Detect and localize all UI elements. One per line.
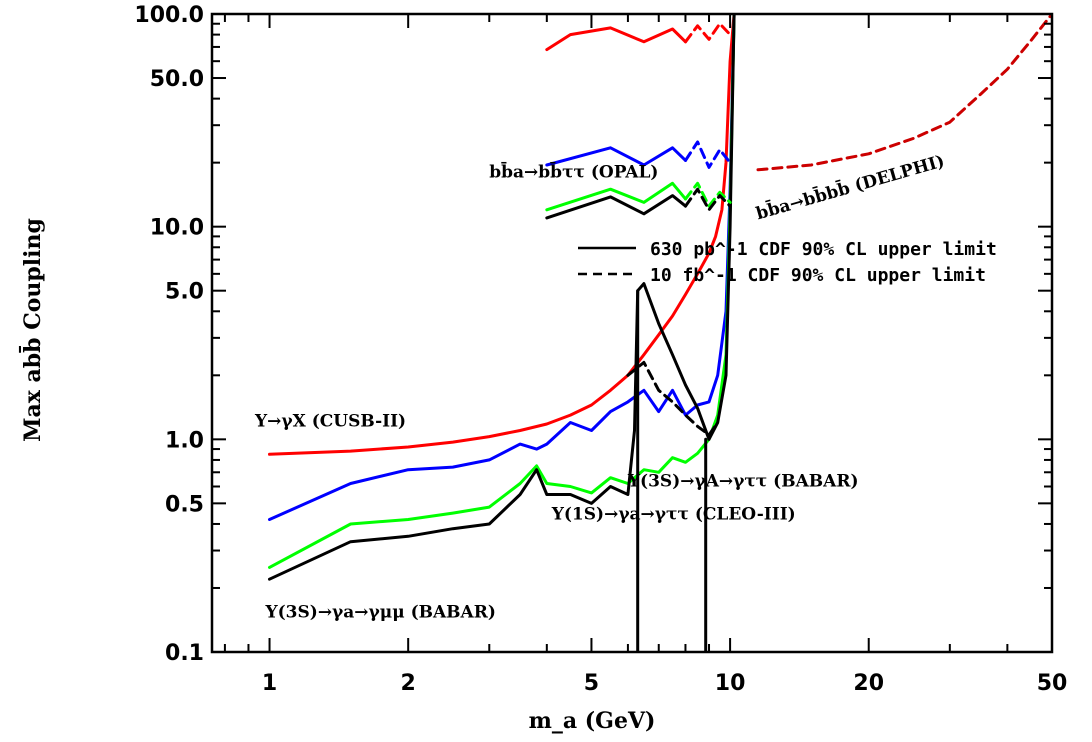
y-tick-label: 1.0	[165, 428, 204, 453]
series-line-13	[626, 360, 720, 437]
series-line-4	[545, 26, 687, 52]
series-line-11	[684, 187, 732, 212]
x-tick-label: 1	[262, 671, 277, 696]
legend-label-0: 630 pb^-1 CDF 90% CL upper limit	[650, 239, 997, 260]
y-tick-label: 0.5	[165, 492, 204, 517]
series-line-10	[545, 194, 687, 220]
annotation-4: bb̄a→bb̄ττ (OPAL)	[489, 162, 658, 183]
series-line-9	[684, 181, 732, 208]
annotation-1: Υ(3S)→γa→γμμ (BABAR)	[264, 603, 495, 623]
x-tick-label: 2	[401, 671, 416, 696]
x-tick-label: 20	[853, 671, 884, 696]
axes-frame	[210, 12, 1054, 654]
annotation-5: bb̄a→bb̄bb̄ (DELPHI)	[754, 150, 947, 224]
legend-label-1: 10 fb^-1 CDF 90% CL upper limit	[650, 265, 986, 286]
series-line-1	[268, 14, 736, 521]
series-line-0	[268, 14, 736, 456]
y-tick-label: 100.0	[134, 3, 204, 28]
x-tick-label: 50	[1037, 671, 1068, 696]
y-axis-title: Max abb̄ Coupling	[18, 218, 46, 442]
annotation-3: Υ(3S)→γA→γττ (BABAR)	[627, 472, 859, 492]
series-line-5	[684, 22, 732, 44]
y-tick-label: 5.0	[165, 280, 204, 305]
text-layer: 1 2 5 10 20 50 0.1 0.5 1.0 5.0 10.0 50.0 100.0 m_a (G…	[18, 3, 1067, 734]
series-line-6	[545, 146, 687, 167]
annotation-2: Υ(1S)→γa→γττ (CLEO-III)	[551, 504, 796, 524]
x-tick-label: 10	[715, 671, 746, 696]
y-tick-label: 10.0	[150, 216, 204, 241]
series-line-12	[756, 14, 1052, 172]
tick-layer	[212, 13, 1053, 653]
annotation-0: Υ→γX (CUSB-II)	[254, 411, 406, 431]
series-layer	[268, 14, 1052, 652]
series-line-7	[684, 140, 732, 169]
series-line-8	[545, 181, 687, 212]
plot-frame	[210, 12, 1054, 654]
x-tick-label: 5	[584, 671, 599, 696]
y-tick-label: 0.1	[165, 641, 204, 666]
series-group	[268, 14, 1052, 652]
y-tick-label: 50.0	[150, 67, 204, 92]
series-line-3	[268, 14, 736, 581]
x-axis-title: m_a (GeV)	[529, 708, 656, 734]
